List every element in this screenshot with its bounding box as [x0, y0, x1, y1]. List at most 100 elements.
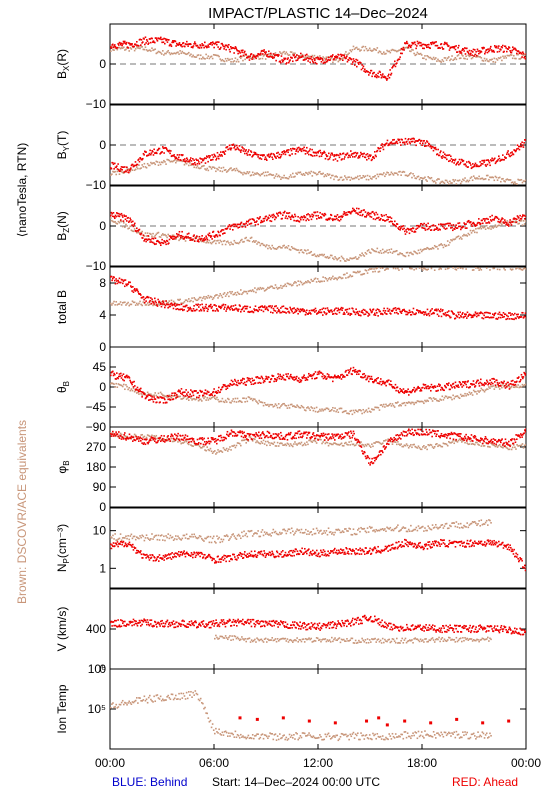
data-point: [368, 312, 370, 315]
data-point: [163, 397, 165, 400]
data-point: [469, 393, 472, 395]
data-point: [194, 398, 197, 401]
data-point: [435, 182, 437, 184]
data-point: [316, 218, 318, 220]
data-point: [356, 152, 359, 154]
data-point: [464, 53, 467, 55]
y-tick-label-theta: 0: [99, 380, 106, 394]
data-point: [304, 149, 306, 152]
data-point: [508, 318, 511, 320]
data-point: [372, 249, 374, 251]
data-point: [423, 222, 425, 225]
data-point: [234, 47, 236, 50]
data-point: [496, 59, 499, 61]
data-point: [225, 48, 227, 51]
data-point: [400, 389, 403, 391]
data-point: [364, 374, 367, 377]
data-point: [415, 53, 418, 56]
data-point: [350, 367, 352, 370]
data-point: [277, 310, 279, 313]
data-point: [367, 249, 370, 251]
data-point: [506, 54, 509, 57]
data-point: [185, 160, 187, 162]
data-point: [449, 396, 451, 399]
data-point: [279, 373, 281, 376]
data-point: [139, 38, 141, 41]
data-point: [315, 214, 317, 217]
data-point: [112, 212, 115, 214]
data-point: [189, 306, 191, 309]
data-point: [168, 44, 171, 47]
data-point: [307, 213, 309, 215]
data-point: [290, 176, 293, 178]
data-point: [178, 154, 181, 156]
data-point: [442, 151, 445, 154]
data-point: [140, 38, 143, 41]
data-point: [350, 50, 353, 53]
data-point: [471, 179, 474, 182]
data-point: [227, 170, 229, 172]
data-point: [280, 178, 282, 181]
data-point: [446, 42, 448, 44]
data-bz: [110, 207, 526, 262]
data-point: [173, 392, 175, 394]
data-point: [125, 170, 127, 173]
data-point: [325, 56, 328, 59]
data-point: [173, 301, 176, 304]
data-point: [496, 318, 499, 320]
data-point: [111, 304, 113, 306]
data-point: [433, 312, 435, 315]
data-point: [336, 309, 339, 312]
data-point: [379, 404, 382, 406]
data-point: [277, 245, 280, 248]
data-point: [208, 234, 210, 237]
data-point: [474, 164, 476, 166]
data-point: [155, 37, 157, 39]
data-point: [478, 314, 480, 317]
data-point: [404, 233, 407, 235]
data-point: [127, 47, 129, 49]
data-point: [489, 58, 491, 61]
data-point: [342, 258, 345, 260]
data-point: [190, 157, 192, 159]
data-point: [141, 164, 144, 166]
data-point: [355, 308, 357, 311]
data-point: [115, 382, 118, 385]
data-point: [249, 398, 252, 400]
data-point: [429, 56, 432, 59]
data-point: [481, 177, 484, 180]
data-point: [310, 374, 312, 376]
data-point: [320, 61, 323, 63]
data-point: [281, 376, 283, 378]
data-point: [383, 403, 385, 406]
data-point: [444, 312, 447, 314]
data-point: [126, 220, 128, 222]
data-point: [510, 181, 513, 184]
data-point: [486, 163, 489, 166]
data-point: [152, 154, 155, 156]
data-point: [152, 241, 154, 244]
data-point: [151, 298, 153, 301]
data-point: [486, 217, 488, 220]
data-point: [128, 377, 131, 379]
data-point: [344, 156, 346, 158]
data-point: [247, 172, 250, 175]
data-point: [509, 179, 512, 181]
data-point: [471, 166, 473, 169]
data-point: [338, 311, 341, 314]
data-point: [440, 389, 442, 391]
data-point: [143, 38, 145, 40]
data-point: [238, 400, 241, 402]
data-point: [334, 407, 336, 409]
data-point: [150, 395, 152, 397]
data-point: [384, 219, 387, 222]
data-point: [158, 51, 161, 53]
data-point: [250, 174, 253, 176]
data-point: [386, 171, 388, 174]
data-point: [262, 287, 265, 290]
data-point: [173, 154, 175, 156]
data-point: [112, 370, 114, 373]
data-point: [240, 171, 242, 174]
data-point: [276, 307, 279, 309]
data-point: [386, 380, 389, 383]
